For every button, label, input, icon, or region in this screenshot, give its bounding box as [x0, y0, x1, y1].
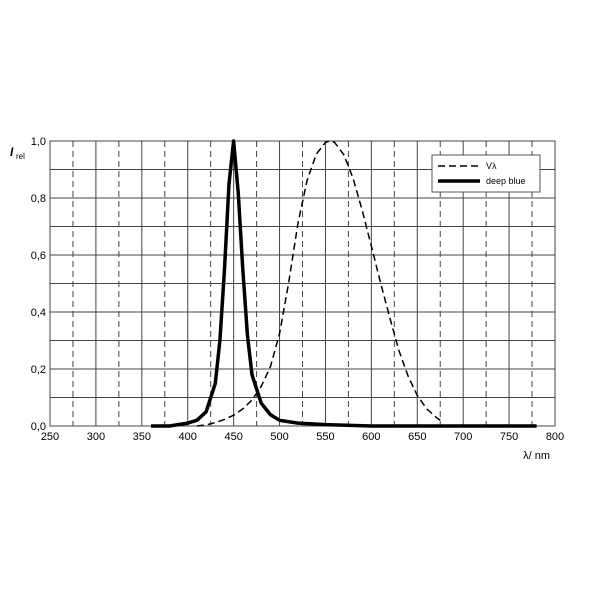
x-tick-label: 750 — [500, 431, 518, 443]
x-tick-label: 500 — [270, 431, 288, 443]
x-tick-label: 700 — [454, 431, 472, 443]
legend-label: deep blue — [486, 176, 526, 186]
x-axis-label: λ/ nm — [523, 450, 550, 462]
x-tick-label: 400 — [179, 431, 197, 443]
x-tick-label: 450 — [224, 431, 242, 443]
y-tick-label: 0,0 — [31, 421, 46, 433]
y-tick-label: 0,8 — [31, 193, 46, 205]
series-line — [196, 140, 441, 427]
x-tick-label: 250 — [41, 431, 59, 443]
legend-box — [431, 154, 541, 193]
x-tick-label: 600 — [362, 431, 380, 443]
y-axis-label-sub: rel — [16, 152, 25, 161]
y-tick-label: 1,0 — [31, 136, 46, 148]
y-tick-label: 0,4 — [31, 307, 46, 319]
series-line — [151, 139, 537, 428]
x-tick-label: 300 — [87, 431, 105, 443]
x-tick-label: 650 — [408, 431, 426, 443]
y-tick-label: 0,6 — [31, 250, 46, 262]
plot-frame — [49, 140, 556, 427]
x-tick-label: 550 — [316, 431, 334, 443]
x-tick-label: 350 — [133, 431, 151, 443]
y-axis-label: I — [10, 145, 14, 159]
x-tick-label: 800 — [546, 431, 564, 443]
legend-label: Vλ — [486, 161, 497, 171]
y-tick-label: 0,2 — [31, 364, 46, 376]
